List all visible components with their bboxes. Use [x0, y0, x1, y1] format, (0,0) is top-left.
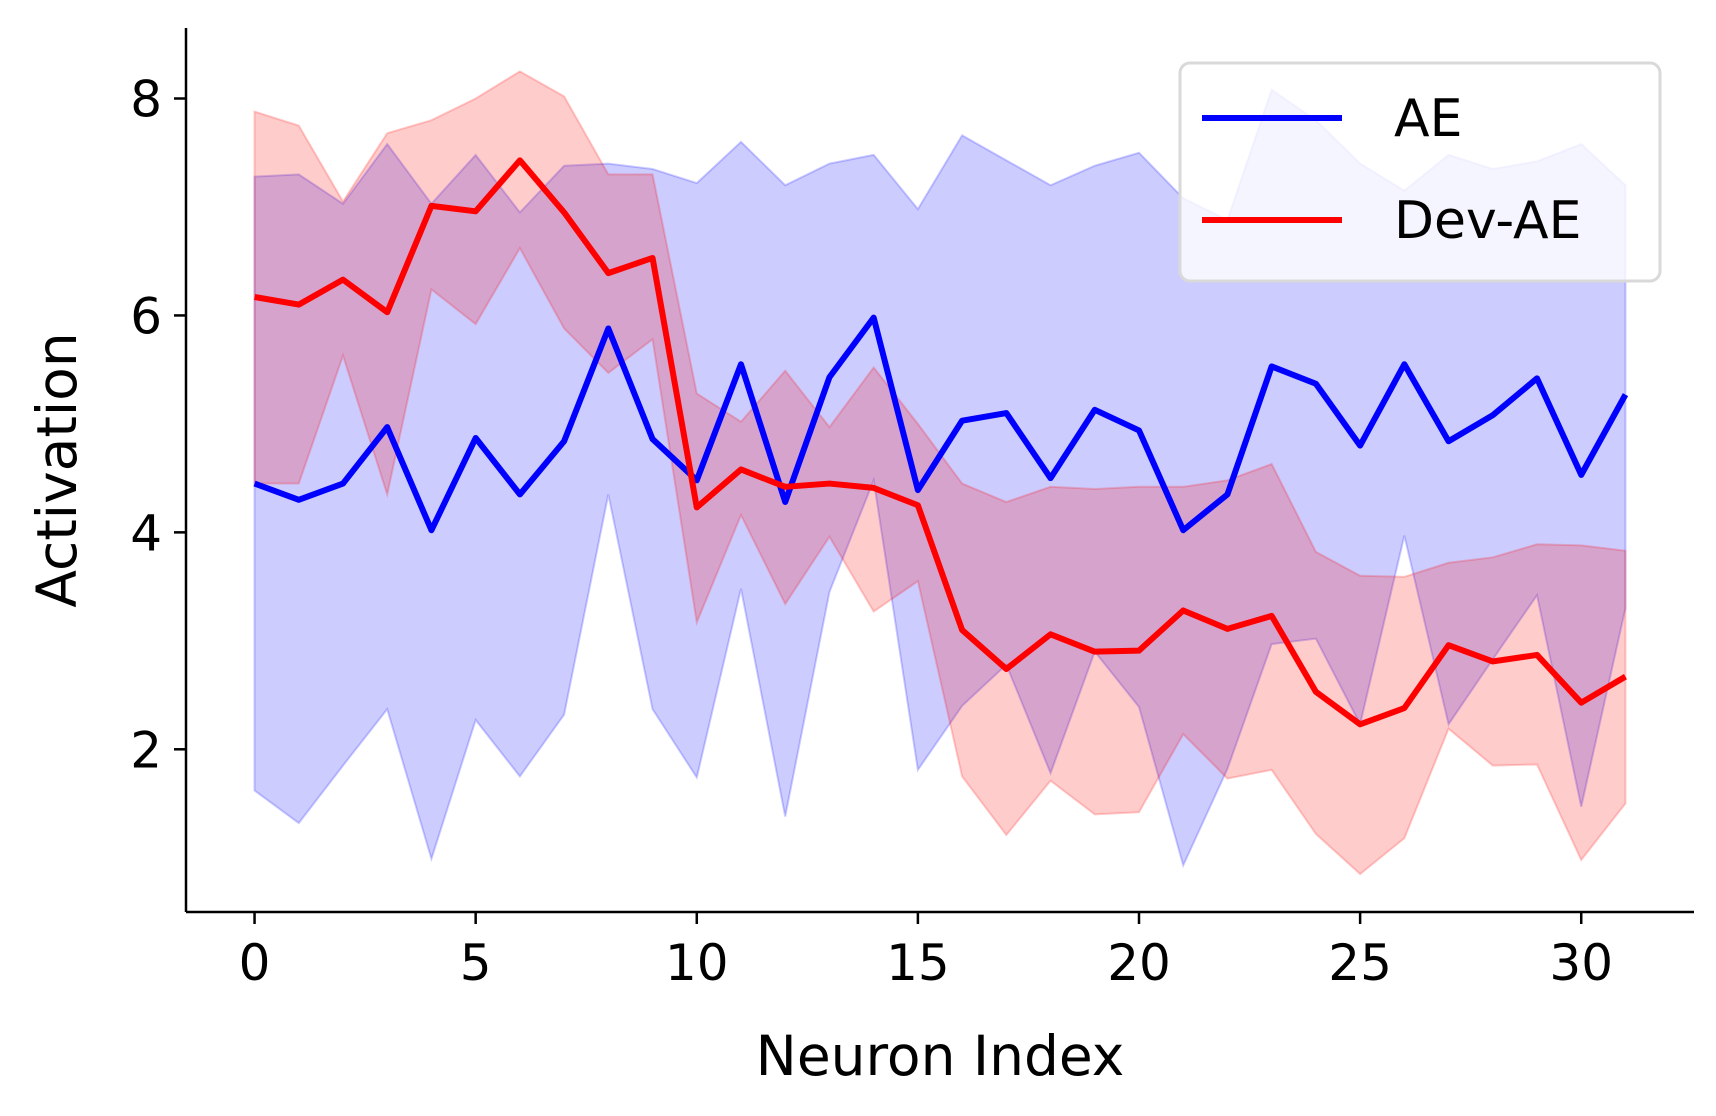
dev-ae-line — [254, 157, 1627, 728]
confidence-bands — [253, 70, 1627, 876]
y-tick-label: 2 — [130, 721, 162, 779]
axes — [184, 28, 1694, 914]
y-tick-label: 8 — [130, 71, 162, 129]
dev-ae-band — [253, 70, 1627, 876]
series-lines — [253, 157, 1629, 728]
y-tick-label: 4 — [130, 504, 162, 562]
legend-label-dev-ae: Dev-AE — [1394, 191, 1581, 251]
ae-band — [253, 88, 1627, 869]
x-tick-label: 5 — [460, 934, 492, 992]
y-axis-label: Activation — [25, 332, 89, 607]
x-tick-label: 10 — [665, 934, 729, 992]
x-tick-label: 25 — [1328, 934, 1392, 992]
x-axis-label: Neuron Index — [756, 1024, 1125, 1088]
ticks: 0 5 10 15 20 25 30 2 4 6 8 — [130, 71, 1613, 992]
legend-label-ae: AE — [1394, 89, 1462, 149]
x-tick-label: 20 — [1107, 934, 1171, 992]
x-tick-label: 0 — [239, 934, 271, 992]
y-tick-label: 6 — [130, 287, 162, 345]
x-tick-label: 30 — [1549, 934, 1613, 992]
legend: AE Dev-AE — [1178, 61, 1662, 283]
x-tick-label: 15 — [886, 934, 950, 992]
ae-line — [253, 314, 1629, 534]
